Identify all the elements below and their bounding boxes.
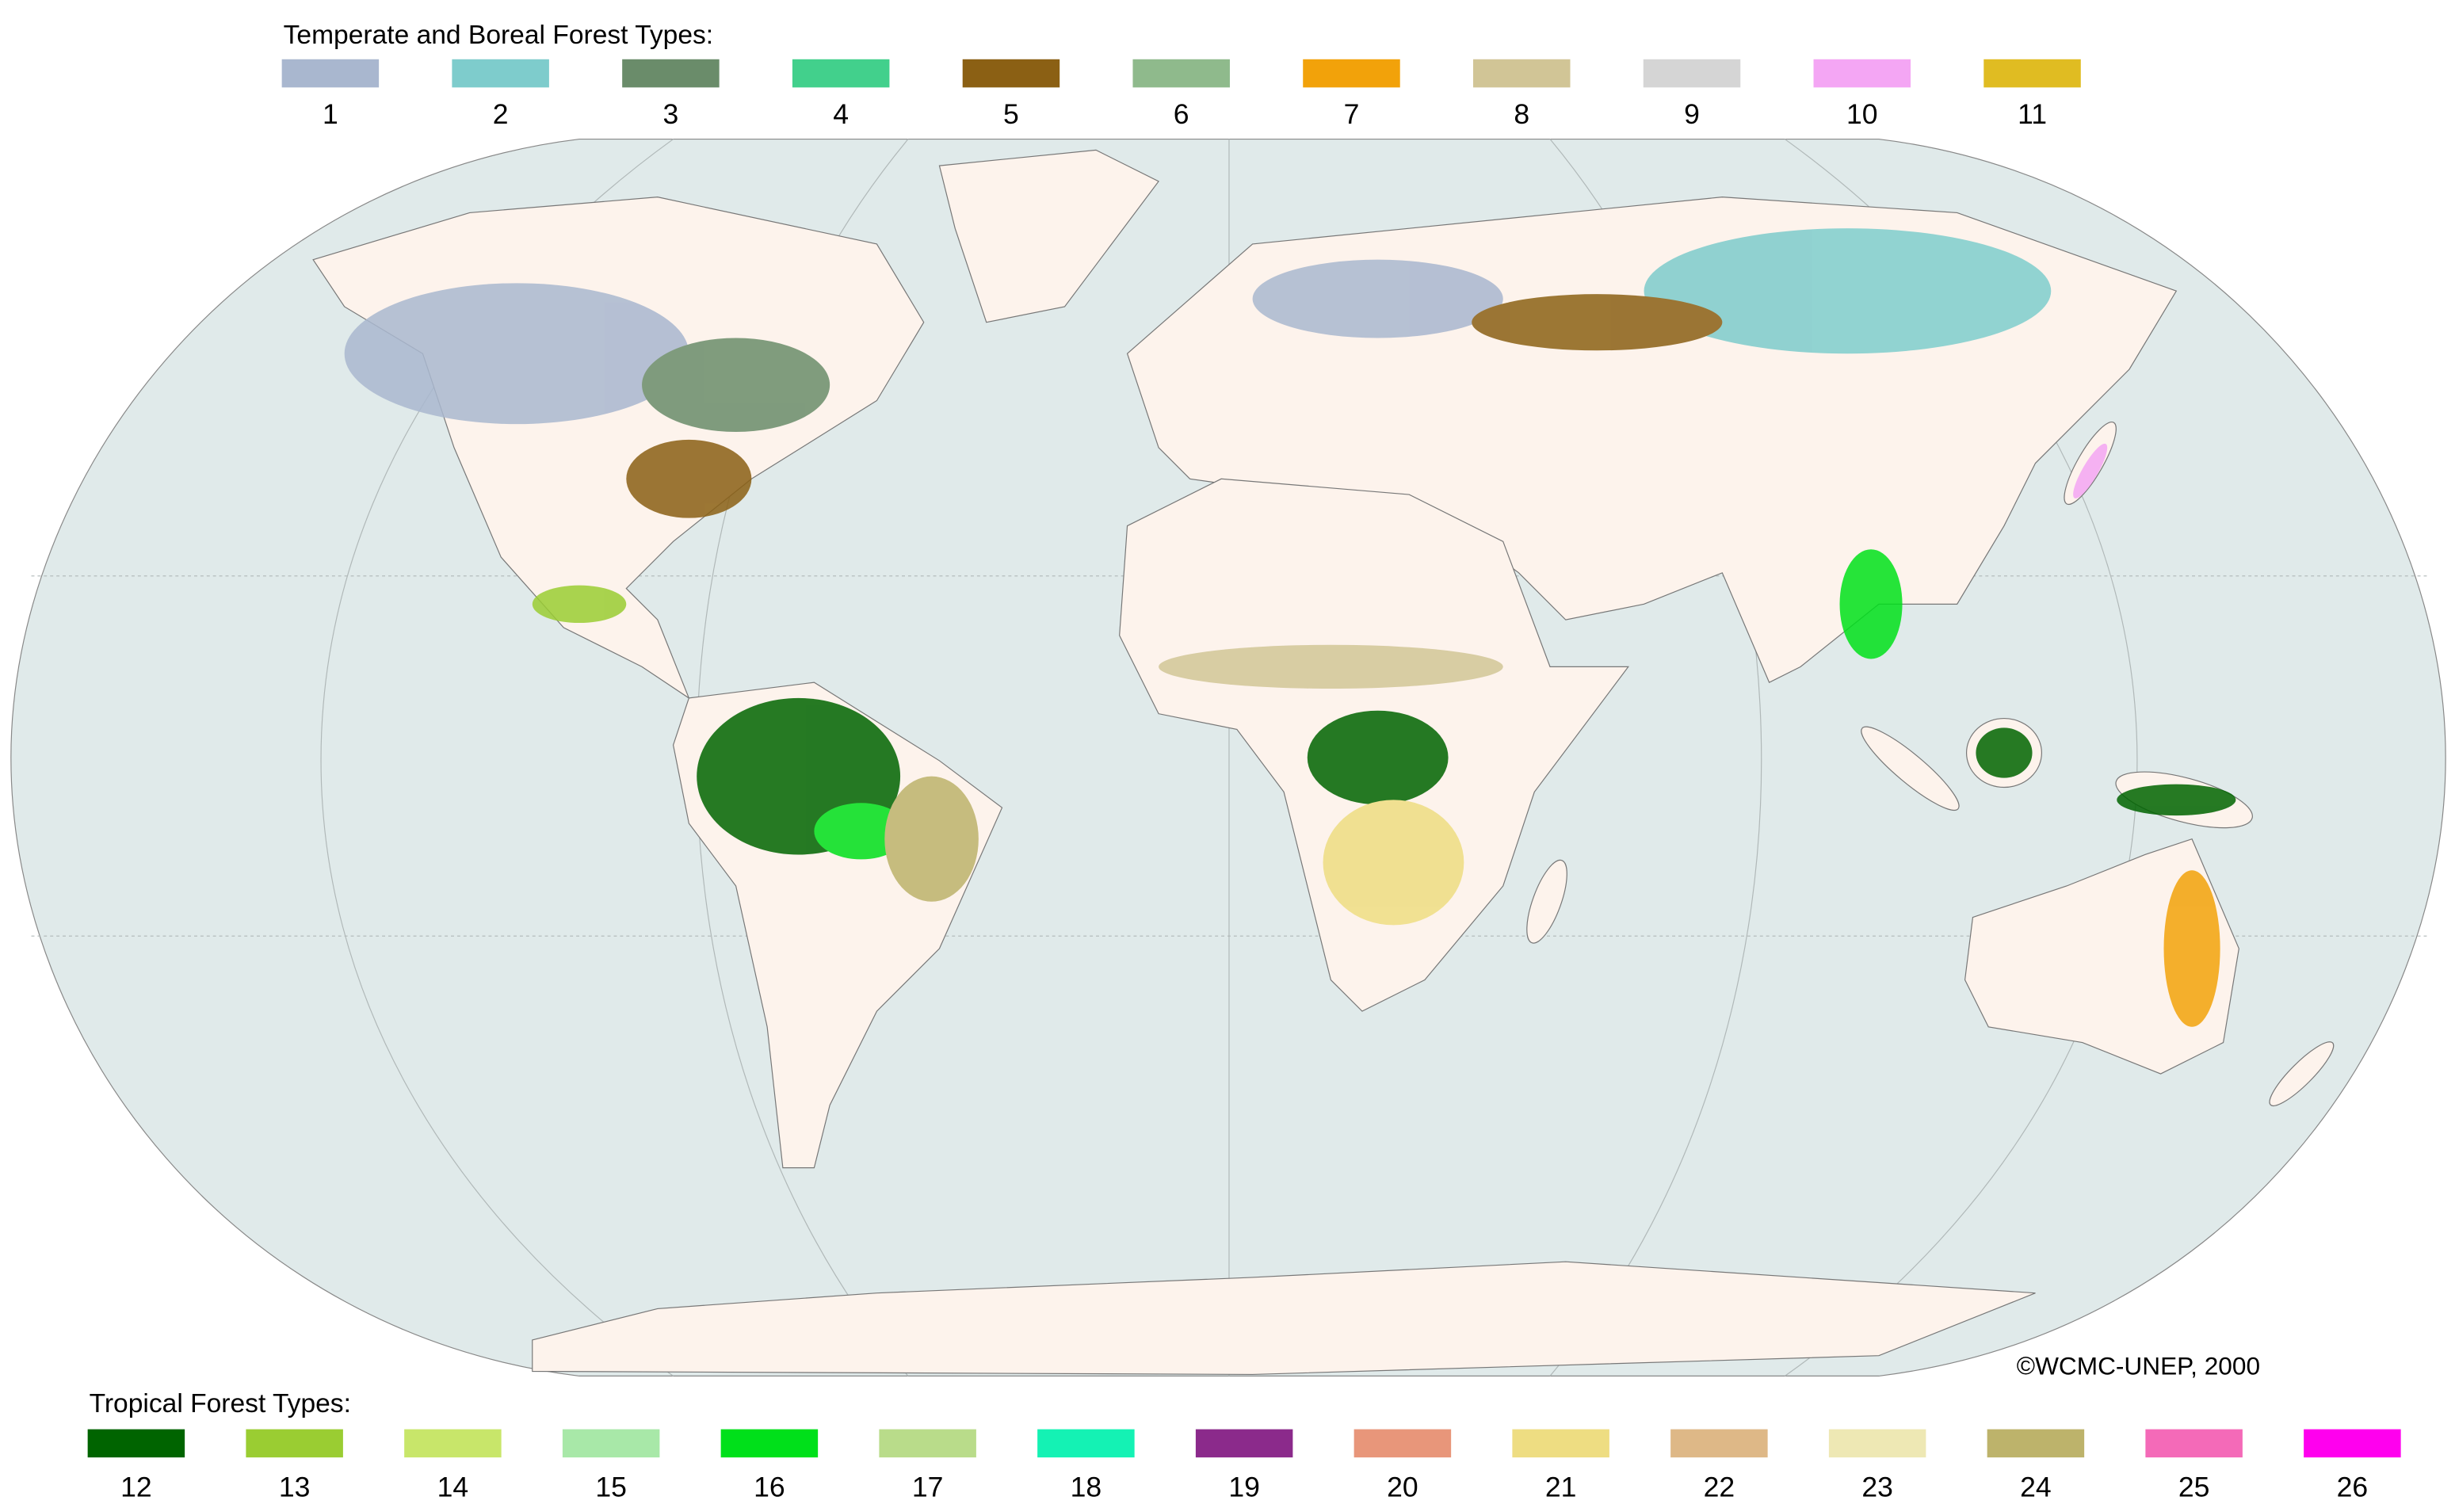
legend-label: 11 xyxy=(2018,98,2047,130)
legend-label: 14 xyxy=(437,1472,469,1503)
forest-patch xyxy=(1252,259,1503,338)
forest-patch xyxy=(2163,870,2220,1027)
legend-title: Temperate and Boreal Forest Types: xyxy=(284,21,714,50)
legend-label: 9 xyxy=(1684,98,1700,130)
legend-swatch xyxy=(1983,59,2081,88)
legend-swatch xyxy=(452,59,549,88)
legend-swatch xyxy=(246,1429,343,1458)
forest-patch xyxy=(814,803,908,860)
legend-label: 15 xyxy=(595,1472,627,1503)
legend-label: 7 xyxy=(1344,98,1360,130)
legend-swatch xyxy=(1512,1429,1609,1458)
legend-swatch xyxy=(87,1429,185,1458)
legend-swatch xyxy=(2145,1429,2243,1458)
legend-label: 2 xyxy=(493,98,509,130)
legend-label: 22 xyxy=(1704,1472,1735,1503)
legend-label: 26 xyxy=(2337,1472,2369,1503)
legend-label: 4 xyxy=(833,98,849,130)
forest-patch xyxy=(2117,784,2236,816)
legend-label: 25 xyxy=(2178,1472,2210,1503)
legend-label: 16 xyxy=(754,1472,785,1503)
legend-label: 24 xyxy=(2020,1472,2052,1503)
legend-swatch xyxy=(1813,59,1911,88)
legend-swatch xyxy=(1828,1429,1926,1458)
new-zealand xyxy=(2269,1041,2335,1106)
legend-label: 3 xyxy=(663,98,679,130)
forest-patch xyxy=(626,439,752,518)
australia xyxy=(1964,838,2239,1075)
forest-patch xyxy=(1323,800,1464,926)
legend-swatch xyxy=(792,59,890,88)
legend-label: 6 xyxy=(1174,98,1189,130)
legend-label: 23 xyxy=(1861,1472,1893,1503)
legend-swatch xyxy=(1195,1429,1293,1458)
forest-patch xyxy=(1839,549,1903,659)
legend-label: 1 xyxy=(323,98,338,130)
madagascar xyxy=(1526,859,1567,944)
legend-swatch xyxy=(562,1429,660,1458)
copyright: ©WCMC-UNEP, 2000 xyxy=(2017,1351,2260,1380)
forest-cover xyxy=(344,228,2236,1027)
legend-swatch xyxy=(720,1429,819,1458)
forest-patch xyxy=(1159,644,1503,689)
legend-label: 18 xyxy=(1071,1472,1102,1503)
legend-swatch xyxy=(1132,59,1230,88)
legend-swatch xyxy=(1472,59,1571,88)
forest-patch xyxy=(2073,443,2108,498)
legend-swatch xyxy=(281,59,380,88)
legend-label: 10 xyxy=(1846,98,1878,130)
legend-label: 13 xyxy=(279,1472,311,1503)
legend-swatch xyxy=(404,1429,502,1458)
legend-swatch xyxy=(2304,1429,2401,1458)
legend-label: 19 xyxy=(1228,1472,1260,1503)
forest-patch xyxy=(642,338,830,433)
legend-label: 17 xyxy=(912,1472,944,1503)
greenland xyxy=(938,149,1159,323)
legend-swatch xyxy=(1987,1429,2085,1458)
forest-patch xyxy=(344,283,689,425)
legend-swatch xyxy=(879,1429,976,1458)
legend-label: 21 xyxy=(1545,1472,1577,1503)
forest-patch xyxy=(1307,710,1449,805)
legend-title: Tropical Forest Types: xyxy=(90,1389,351,1418)
forest-patch xyxy=(1644,228,2052,354)
legend-swatch xyxy=(1303,59,1400,88)
antarctica xyxy=(532,1261,2036,1376)
legend-swatch xyxy=(622,59,720,88)
forest-patch xyxy=(1976,727,2033,778)
forest-patch xyxy=(1472,294,1723,351)
legend-label: 12 xyxy=(120,1472,152,1503)
sumatra xyxy=(1861,726,1960,811)
legend-label: 8 xyxy=(1514,98,1529,130)
legend-swatch xyxy=(962,59,1060,88)
forest-patch xyxy=(532,585,627,624)
legend-swatch xyxy=(1037,1429,1135,1458)
legend-label: 20 xyxy=(1387,1472,1418,1503)
legend-swatch xyxy=(1353,1429,1452,1458)
legend-label: 5 xyxy=(1003,98,1019,130)
forest-patch xyxy=(884,776,979,902)
legend-swatch xyxy=(1643,59,1741,88)
legend-swatch xyxy=(1670,1429,1768,1458)
